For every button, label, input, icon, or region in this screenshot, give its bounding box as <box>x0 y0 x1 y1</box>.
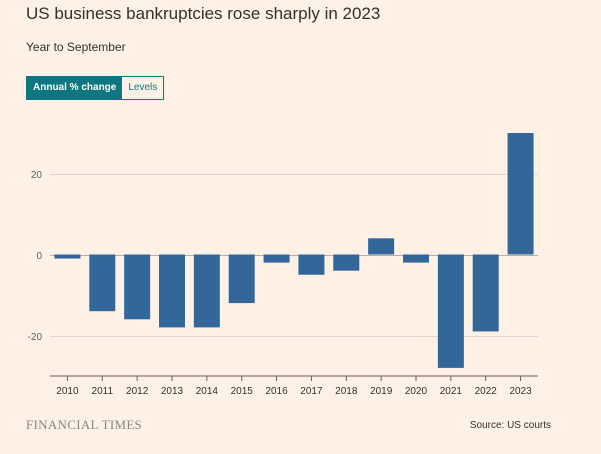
bar-2018 <box>333 254 360 271</box>
y-tick-label: -20 <box>28 332 43 343</box>
x-tick-label: 2023 <box>509 386 532 397</box>
bar-2010 <box>54 254 81 259</box>
levels-toggle-button[interactable]: Levels <box>122 77 164 99</box>
x-tick-label: 2020 <box>405 386 428 397</box>
chart-subtitle: Year to September <box>26 40 126 54</box>
bar-2012 <box>124 254 151 320</box>
y-tick-label: 0 <box>36 251 42 262</box>
x-tick-label: 2018 <box>335 386 358 397</box>
source-note: Source: US courts <box>469 420 551 431</box>
x-tick-label: 2012 <box>126 386 149 397</box>
x-tick-label: 2011 <box>92 386 114 397</box>
x-tick-label: 2021 <box>440 386 463 397</box>
x-tick-label: 2017 <box>300 386 323 397</box>
bar-2023 <box>507 133 534 255</box>
view-toggle: Annual % change Levels <box>26 76 165 100</box>
x-tick-label: 2014 <box>196 386 219 397</box>
x-tick-label: 2013 <box>161 386 184 397</box>
bar-2020 <box>403 254 429 263</box>
bar-2022 <box>472 254 499 332</box>
bar-2019 <box>368 238 395 255</box>
y-tick-label: 20 <box>31 170 43 181</box>
ft-logo: FINANCIAL TIMES <box>26 417 143 432</box>
bar-2016 <box>263 254 290 263</box>
bar-2021 <box>437 254 464 368</box>
x-tick-label: 2019 <box>370 386 393 397</box>
bar-2015 <box>228 254 255 304</box>
x-tick-label: 2016 <box>265 386 288 397</box>
x-tick-label: 2010 <box>56 386 79 397</box>
bar-2011 <box>89 254 116 312</box>
x-tick-label: 2015 <box>231 386 254 397</box>
annual-change-toggle-button[interactable]: Annual % change <box>27 77 123 99</box>
x-tick-label: 2022 <box>475 386 498 397</box>
chart-title: US business bankruptcies rose sharply in… <box>26 4 381 23</box>
bar-2013 <box>159 254 185 328</box>
bar-2017 <box>298 254 325 275</box>
bar-2014 <box>193 254 220 328</box>
